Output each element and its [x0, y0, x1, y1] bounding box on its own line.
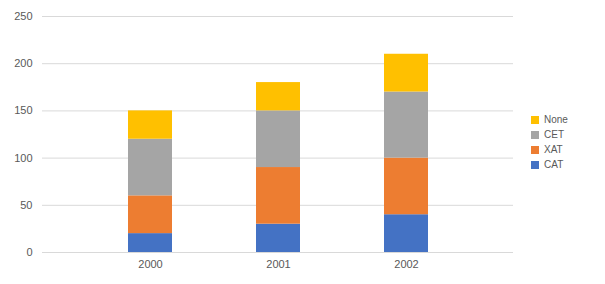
svg-text:150: 150 [14, 104, 32, 116]
html-text:None: None [544, 114, 568, 125]
svg-text:0: 0 [26, 246, 32, 258]
html-text:XAT: XAT [544, 144, 563, 155]
html-text:CET: CET [544, 129, 564, 140]
html-text:CAT: CAT [544, 159, 564, 170]
svg-text:100: 100 [14, 152, 32, 164]
svg-text:50: 50 [20, 199, 32, 211]
svg-text:2002: 2002 [394, 258, 418, 270]
svg-text:2001: 2001 [266, 258, 290, 270]
svg-text:2000: 2000 [138, 258, 162, 270]
svg-text:200: 200 [14, 57, 32, 69]
svg-text:250: 250 [14, 10, 32, 22]
